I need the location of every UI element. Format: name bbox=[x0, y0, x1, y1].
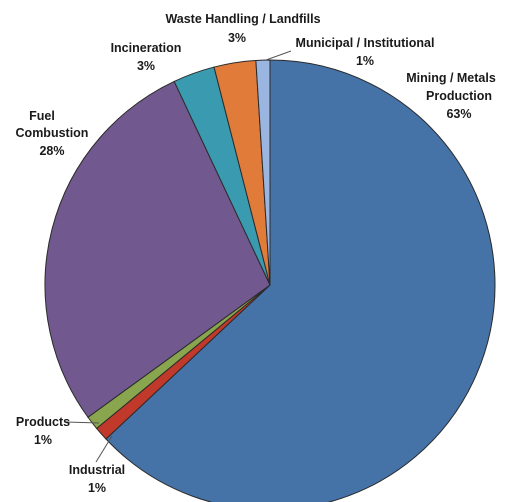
label-incineration: Incineration 3% bbox=[111, 41, 182, 73]
label-products-value: 1% bbox=[34, 433, 52, 447]
label-waste-name: Waste Handling / Landfills bbox=[165, 12, 320, 26]
label-mining-metals: Mining / Metals Production 63% bbox=[406, 71, 496, 121]
label-industrial-name: Industrial bbox=[69, 463, 125, 477]
label-fuel-name-line1: Fuel bbox=[29, 109, 55, 123]
pie-slice-fuel-combustion bbox=[44, 80, 271, 418]
label-waste-handling: Waste Handling / Landfills 3% bbox=[165, 12, 320, 45]
label-fuel-combustion: Fuel Combustion 28% bbox=[16, 109, 89, 158]
label-mining-name-line1: Mining / Metals bbox=[406, 71, 496, 85]
label-fuel-name-line2: Combustion bbox=[16, 126, 89, 140]
leader-line-products bbox=[65, 421, 100, 424]
label-mining-name-line2: Production bbox=[426, 89, 492, 103]
label-incineration-name: Incineration bbox=[111, 41, 182, 55]
leader-line-municipal bbox=[265, 50, 292, 61]
label-waste-value: 3% bbox=[228, 31, 246, 45]
label-products-name: Products bbox=[16, 415, 70, 429]
label-industrial: Industrial 1% bbox=[69, 463, 125, 495]
leader-line-industrial bbox=[95, 435, 113, 463]
label-incineration-value: 3% bbox=[137, 59, 155, 73]
label-mining-value: 63% bbox=[446, 107, 471, 121]
pie-slice-municipal-institutional bbox=[255, 59, 271, 286]
label-municipal-name: Municipal / Institutional bbox=[296, 36, 435, 50]
label-fuel-value: 28% bbox=[39, 144, 64, 158]
label-municipal: Municipal / Institutional 1% bbox=[296, 36, 435, 68]
label-industrial-value: 1% bbox=[88, 481, 106, 495]
pie-slices bbox=[44, 59, 496, 502]
pie-slice-mining-metals-production bbox=[105, 59, 496, 502]
label-products: Products 1% bbox=[16, 415, 70, 447]
leader-lines bbox=[65, 50, 292, 463]
label-municipal-value: 1% bbox=[356, 54, 374, 68]
